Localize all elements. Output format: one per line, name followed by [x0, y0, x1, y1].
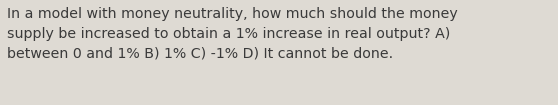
Text: In a model with money neutrality, how much should the money
supply be increased : In a model with money neutrality, how mu…: [7, 7, 458, 60]
